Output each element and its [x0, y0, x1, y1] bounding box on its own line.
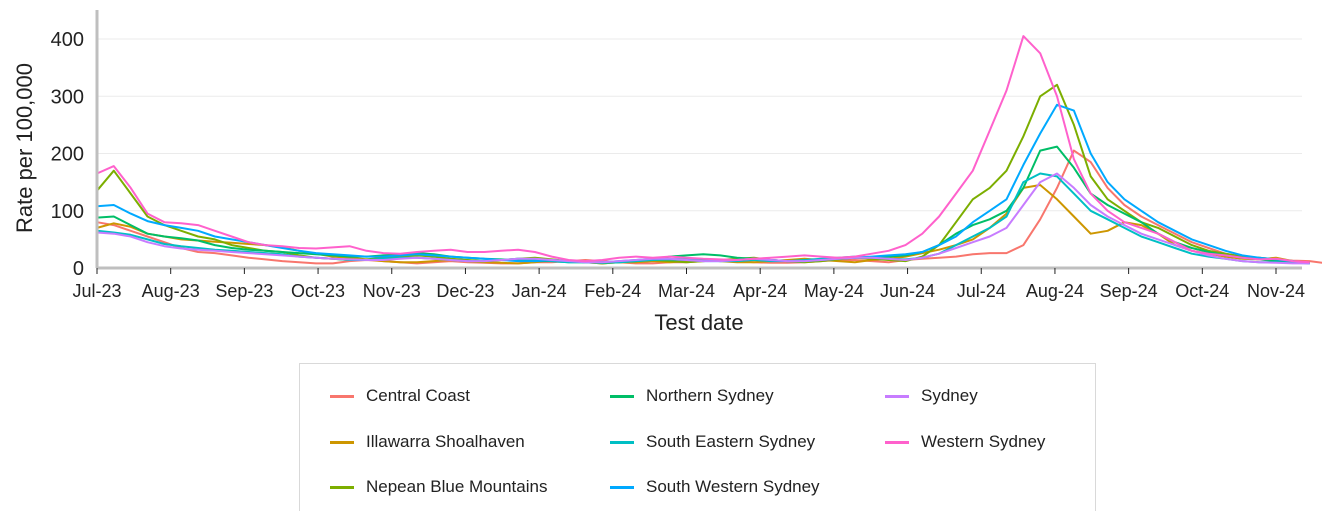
legend-swatch — [330, 440, 354, 444]
series-line-south-western-sydney — [96, 103, 1310, 265]
legend-item: Central Coast — [330, 384, 470, 408]
legend-item: Illawarra Shoalhaven — [330, 430, 525, 454]
legend-label: Western Sydney — [921, 432, 1046, 451]
legend-swatch — [610, 440, 634, 444]
legend-item: Sydney — [885, 384, 978, 408]
legend: Central Coast Illawarra Shoalhaven Nepean … — [299, 363, 1096, 511]
axes: 0 100 200 300 400 Jul-23 Aug-23 Sep-23 Oct-23 Nov… — [51, 10, 1305, 301]
x-tick-label: Oct-24 — [1175, 281, 1229, 301]
series-line-nepean-blue-mountains — [96, 83, 1310, 265]
legend-item: Western Sydney — [885, 430, 1045, 454]
x-tick-label: Jan-24 — [512, 281, 567, 301]
x-tick-label: Aug-24 — [1026, 281, 1084, 301]
y-tick-label: 200 — [51, 144, 84, 166]
y-axis-label: Rate per 100,000 — [12, 63, 37, 233]
legend-swatch — [610, 394, 634, 398]
legend-swatch — [330, 394, 354, 398]
x-tick-label: Jul-23 — [72, 281, 121, 301]
legend-label: Central Coast — [366, 386, 470, 405]
x-tick-label: Nov-23 — [363, 281, 421, 301]
legend-label: South Eastern Sydney — [646, 432, 816, 451]
x-tick-label: Jul-24 — [957, 281, 1006, 301]
legend-item: South Eastern Sydney — [610, 430, 815, 454]
legend-label: South Western Sydney — [646, 477, 820, 496]
gridlines — [97, 38, 1302, 212]
x-tick-label: Sep-24 — [1100, 281, 1158, 301]
x-tick-label: Sep-23 — [215, 281, 273, 301]
legend-label: Nepean Blue Mountains — [366, 477, 548, 496]
x-tick-label: Mar-24 — [658, 281, 715, 301]
y-tick-label: 100 — [51, 201, 84, 223]
legend-swatch — [330, 485, 354, 489]
x-tick-label: Apr-24 — [733, 281, 787, 301]
y-tick-label: 0 — [73, 258, 84, 280]
series-line-south-eastern-sydney — [96, 172, 1310, 265]
x-tick-label: May-24 — [804, 281, 864, 301]
x-tick-label: Aug-23 — [142, 281, 200, 301]
x-tick-label: Nov-24 — [1247, 281, 1305, 301]
series-line-northern-sydney — [96, 145, 1310, 265]
legend-swatch — [885, 440, 909, 444]
legend-item: Nepean Blue Mountains — [330, 475, 547, 499]
legend-label: Illawarra Shoalhaven — [366, 432, 525, 451]
x-tick-label: Dec-23 — [436, 281, 494, 301]
series-lines — [96, 35, 1322, 265]
y-tick-label: 300 — [51, 86, 84, 108]
x-axis-label: Test date — [654, 310, 743, 335]
x-tick-label: Feb-24 — [584, 281, 641, 301]
legend-item: Northern Sydney — [610, 384, 774, 408]
legend-swatch — [610, 485, 634, 489]
legend-label: Northern Sydney — [646, 386, 774, 405]
x-tick-label: Oct-23 — [291, 281, 345, 301]
legend-label: Sydney — [921, 386, 978, 405]
legend-item: South Western Sydney — [610, 475, 820, 499]
y-tick-label: 400 — [51, 29, 84, 51]
x-tick-label: Jun-24 — [880, 281, 935, 301]
series-line-sydney — [96, 172, 1310, 265]
series-line-western-sydney — [96, 35, 1310, 264]
legend-swatch — [885, 394, 909, 398]
